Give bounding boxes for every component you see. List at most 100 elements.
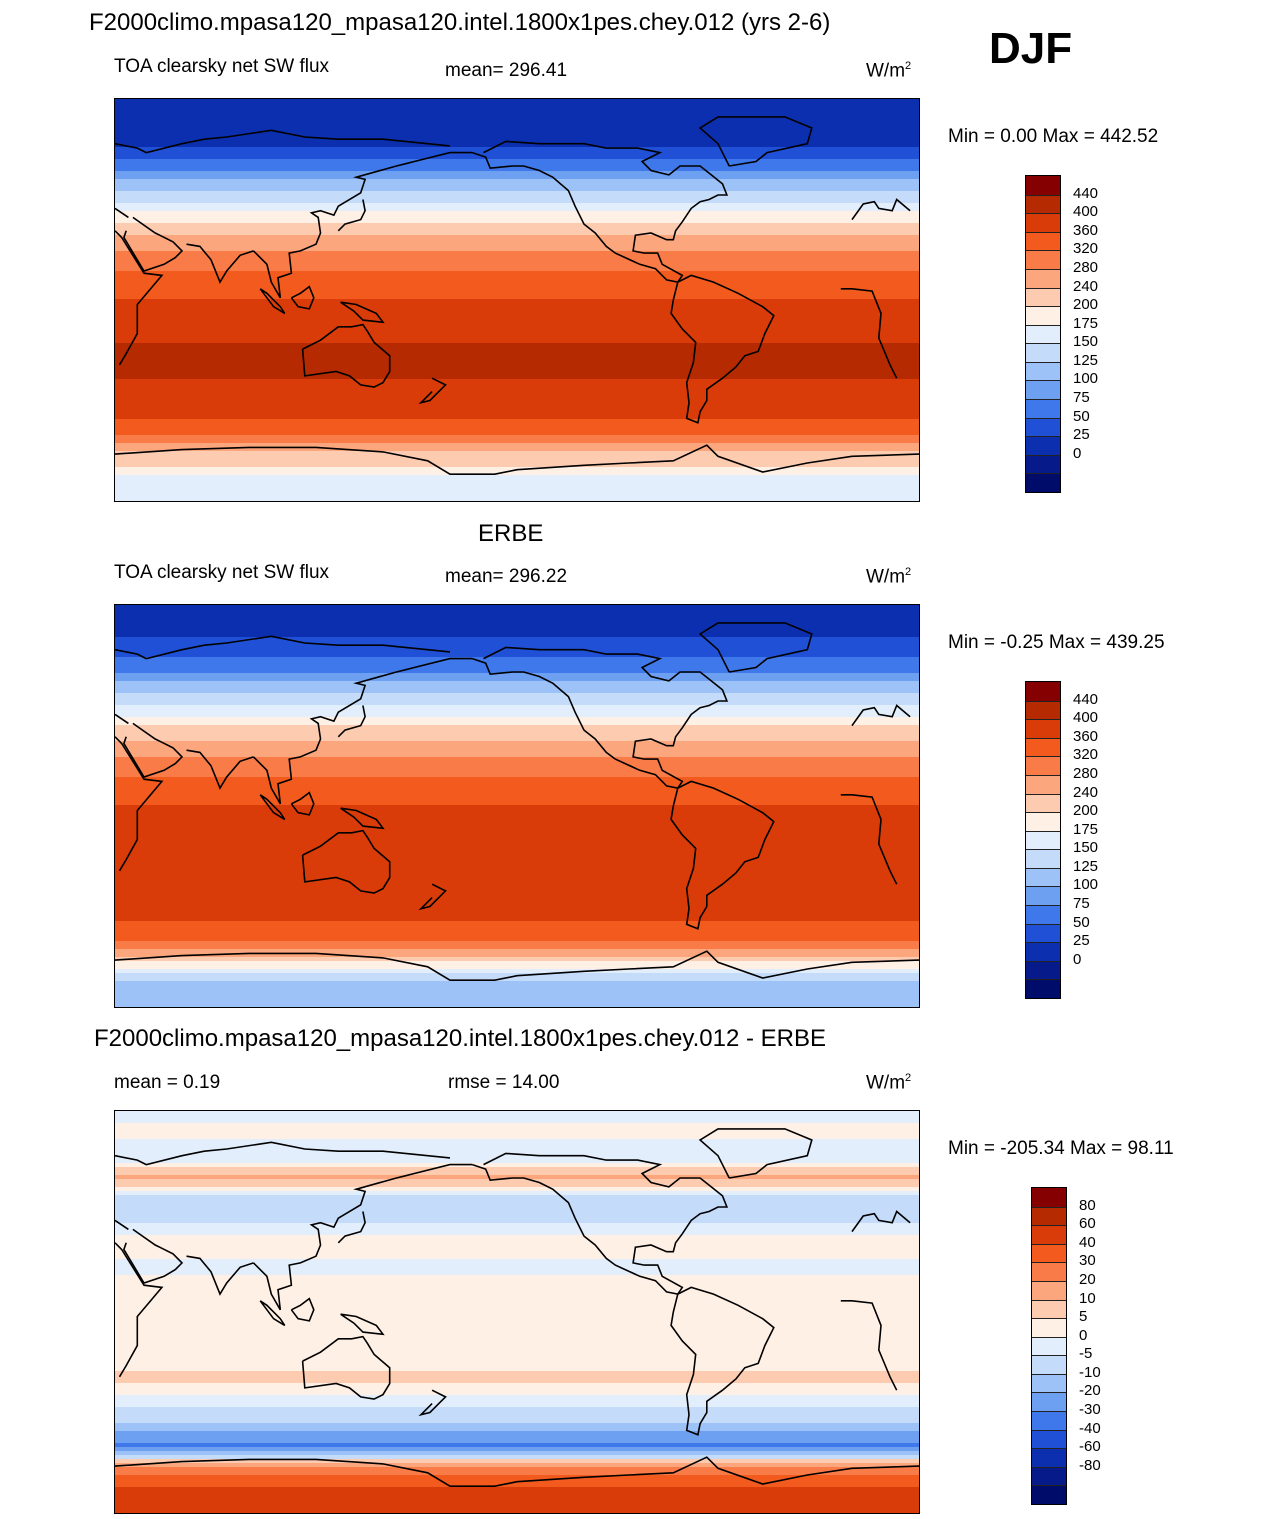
map-band [115, 677, 919, 682]
map-band [115, 913, 919, 918]
map-band [115, 1191, 919, 1196]
coastline [252, 657, 473, 805]
colorbar-swatch [1032, 1448, 1066, 1468]
map-band [115, 1127, 919, 1132]
colorbar-swatch [1026, 306, 1060, 326]
map-band [115, 1507, 919, 1512]
map-band [115, 893, 919, 898]
colorbar-tick-label: -40 [1079, 1419, 1101, 1437]
map-band [115, 1131, 919, 1136]
colorbar-swatch [1032, 1225, 1066, 1245]
map-band [115, 901, 919, 906]
colorbar-swatch [1026, 979, 1060, 999]
colorbar-tick-label: 100 [1073, 370, 1099, 388]
map-band [115, 921, 919, 926]
map-band [115, 263, 919, 268]
map-band [115, 977, 919, 982]
colorbar-tick-label: 50 [1073, 407, 1090, 425]
map-band [115, 765, 919, 770]
colorbar-swatch [1026, 194, 1060, 214]
map-band [115, 403, 919, 408]
map-band [115, 267, 919, 272]
map-band [115, 953, 919, 958]
colorbar-tick-label: -10 [1079, 1363, 1101, 1381]
map-band [115, 203, 919, 208]
colorbar-tick-label: 150 [1073, 839, 1099, 857]
map-band [115, 645, 919, 650]
map-band [115, 881, 919, 886]
map-band [115, 1387, 919, 1392]
panel-heading: F2000climo.mpasa120_mpasa120.intel.1800x… [94, 1025, 826, 1052]
panel-units: W/m2 [866, 566, 912, 588]
map-band [115, 1375, 919, 1380]
map-band [115, 455, 919, 460]
map-band [115, 957, 919, 962]
map-band [115, 103, 919, 108]
map-canvas [115, 99, 919, 501]
map-band [115, 195, 919, 200]
map-band [115, 199, 919, 204]
map-band [115, 371, 919, 376]
map-band [115, 697, 919, 702]
map-band [115, 725, 919, 730]
map-band [115, 111, 919, 116]
coastline [698, 622, 813, 673]
colorbar-tick-label: 400 [1073, 709, 1099, 727]
coastline [340, 1313, 385, 1336]
map-band [115, 1439, 919, 1444]
colorbar-swatch [1032, 1336, 1066, 1356]
map-band [115, 1411, 919, 1416]
map-band [115, 825, 919, 830]
map-band [115, 1147, 919, 1152]
map-band [115, 897, 919, 902]
colorbar-swatch [1026, 737, 1060, 757]
colorbar [1025, 681, 1061, 999]
coastline [418, 377, 447, 405]
panel-units: W/m2 [866, 1072, 912, 1094]
min-max-readout: Min = -0.25 Max = 439.25 [948, 632, 1165, 653]
map-band [115, 885, 919, 890]
map-band [115, 1287, 919, 1292]
colorbar-swatch [1032, 1188, 1066, 1208]
map-band [115, 223, 919, 228]
map-band [115, 937, 919, 942]
map-band [115, 773, 919, 778]
coastline [259, 794, 286, 821]
map-band [115, 1251, 919, 1256]
colorbar-tick-label: 240 [1073, 277, 1099, 295]
map-band [115, 685, 919, 690]
colorbar-tick-label: 280 [1073, 764, 1099, 782]
coastline [483, 1152, 729, 1295]
map-band [115, 749, 919, 754]
map-band [115, 275, 919, 280]
map-band [115, 1291, 919, 1296]
colorbar-tick-label: -20 [1079, 1382, 1101, 1400]
map-band [115, 1391, 919, 1396]
map-band [115, 777, 919, 782]
map-band [115, 785, 919, 790]
map-band [115, 431, 919, 436]
colorbar-swatch [1026, 960, 1060, 980]
map-band [115, 617, 919, 622]
map-band [115, 813, 919, 818]
map-band [115, 625, 919, 630]
map-band [115, 761, 919, 766]
map-band [115, 1167, 919, 1172]
map-band [115, 215, 919, 220]
colorbar-tick-label: 125 [1073, 351, 1099, 369]
colorbar-swatch [1032, 1299, 1066, 1319]
map-band [115, 323, 919, 328]
map-band [115, 487, 919, 492]
map-band [115, 1001, 919, 1006]
map-band [115, 1483, 919, 1488]
colorbar-swatch [1032, 1206, 1066, 1226]
coastline [252, 151, 473, 299]
colorbar-swatch [1026, 287, 1060, 307]
panel-mean: mean= 296.41 [445, 60, 568, 81]
colorbar-tick-label: 280 [1073, 258, 1099, 276]
min-max-readout: Min = 0.00 Max = 442.52 [948, 126, 1159, 147]
colorbar-swatch [1026, 213, 1060, 233]
colorbar-swatch [1026, 830, 1060, 850]
map-band [115, 355, 919, 360]
map-band [115, 1111, 919, 1116]
